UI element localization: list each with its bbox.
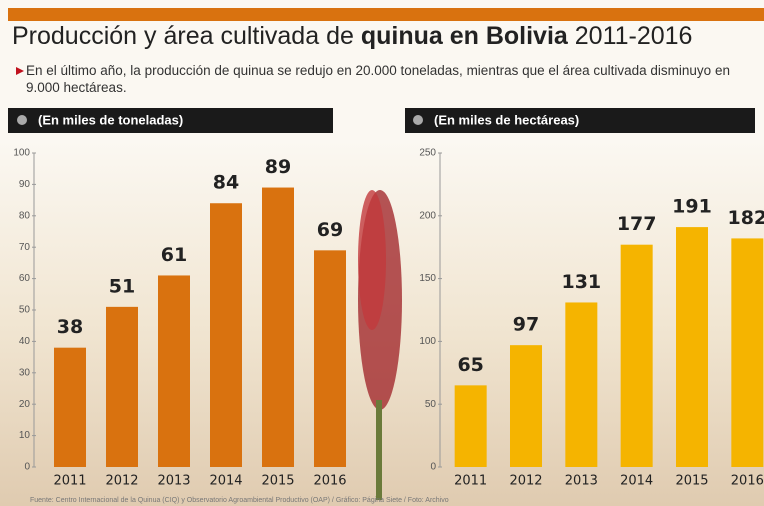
y-tick-label: 40: [19, 336, 31, 347]
x-tick-label: 2016: [313, 474, 346, 489]
y-tick-label: 20: [19, 399, 31, 410]
header-dot: [413, 115, 423, 125]
bar: [158, 275, 190, 467]
x-tick-label: 2016: [731, 474, 764, 489]
y-tick-label: 100: [13, 148, 30, 159]
source: Fuente: Centro Internacional de la Quinu…: [30, 497, 449, 504]
value-label: 61: [161, 244, 187, 266]
bar: [565, 302, 597, 467]
header-dot: [17, 115, 27, 125]
page: (En miles de toneladas) (En miles de hec…: [0, 0, 764, 506]
value-label: 97: [513, 314, 539, 336]
bar: [210, 203, 242, 467]
bar: [621, 245, 653, 467]
y-tick-label: 150: [419, 273, 436, 284]
value-label: 84: [213, 172, 239, 194]
y-tick-label: 80: [19, 210, 31, 221]
value-label: 38: [57, 316, 83, 338]
x-tick-label: 2013: [565, 474, 598, 489]
y-tick-label: 0: [430, 462, 436, 473]
x-tick-label: 2013: [157, 474, 190, 489]
bar: [455, 385, 487, 467]
y-tick-label: 0: [24, 462, 30, 473]
bar: [314, 250, 346, 467]
y-tick-label: 50: [425, 399, 437, 410]
x-tick-label: 2012: [509, 474, 542, 489]
chart-title: (En miles de toneladas): [38, 112, 183, 127]
bullet: [16, 67, 24, 75]
value-label: 89: [265, 156, 291, 178]
bar: [106, 307, 138, 467]
y-tick-label: 10: [19, 430, 31, 441]
bar: [262, 188, 294, 467]
value-label: 65: [457, 354, 483, 376]
y-tick-label: 70: [19, 242, 31, 253]
x-tick-label: 2015: [261, 474, 294, 489]
x-tick-label: 2014: [620, 474, 653, 489]
value-label: 131: [561, 271, 601, 293]
value-label: 51: [109, 275, 135, 297]
y-tick-label: 100: [419, 336, 436, 347]
value-label: 191: [672, 196, 712, 218]
chart-title: (En miles de hectáreas): [434, 112, 579, 127]
title-part: Producción y área cultivada de: [12, 22, 361, 50]
subtitle: En el último año, la producción de quinu…: [26, 62, 751, 96]
x-tick-label: 2015: [675, 474, 708, 489]
y-tick-label: 60: [19, 273, 31, 284]
title: Producción y área cultivada de quinua en…: [12, 22, 692, 51]
y-tick-label: 50: [19, 305, 31, 316]
y-tick-label: 30: [19, 367, 31, 378]
value-label: 182: [727, 207, 764, 229]
bar: [54, 348, 86, 467]
value-label: 177: [617, 213, 657, 235]
bar: [676, 227, 708, 467]
y-tick-label: 90: [19, 179, 31, 190]
title-part: 2011-2016: [568, 22, 693, 50]
bar: [510, 345, 542, 467]
x-tick-label: 2011: [454, 474, 487, 489]
bar: [731, 238, 763, 467]
top-band: [8, 8, 764, 21]
x-tick-label: 2011: [53, 474, 86, 489]
title-part: quinua en Bolivia: [361, 22, 568, 50]
x-tick-label: 2014: [209, 474, 242, 489]
y-tick-label: 250: [419, 148, 436, 159]
value-label: 69: [317, 219, 343, 241]
x-tick-label: 2012: [105, 474, 138, 489]
y-tick-label: 200: [419, 210, 436, 221]
